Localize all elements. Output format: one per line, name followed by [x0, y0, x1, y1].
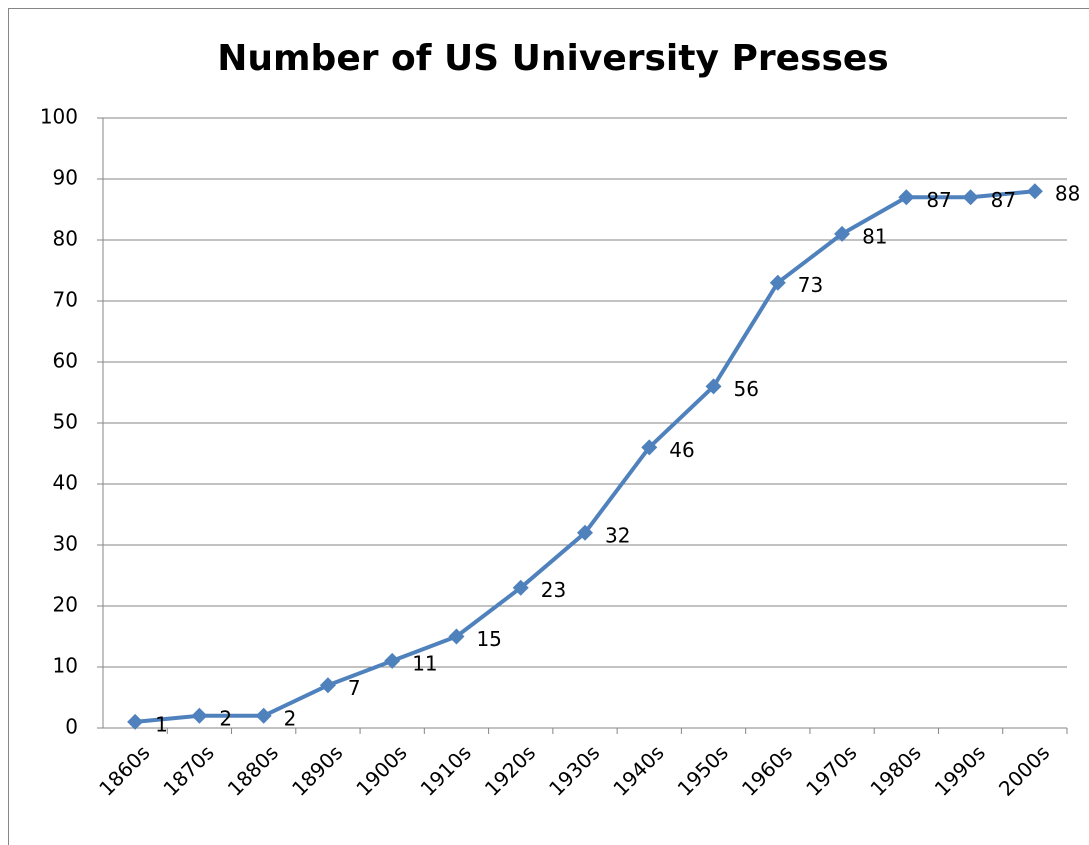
marker [127, 713, 144, 730]
marker [512, 579, 529, 596]
x-tick-label: 1950s [673, 740, 733, 800]
marker [962, 189, 979, 206]
y-tick-label: 0 [65, 715, 78, 739]
data-label: 81 [862, 224, 887, 248]
x-tick-label: 1880s [223, 740, 283, 800]
marker [769, 274, 786, 291]
marker [255, 707, 272, 724]
y-tick-label: 60 [53, 349, 78, 373]
x-tick-label: 1970s [801, 740, 861, 800]
x-tick-label: 1860s [94, 740, 154, 800]
y-tick-label: 40 [53, 471, 78, 495]
x-tick-label: 1990s [930, 740, 990, 800]
chart-title: Number of US University Presses [217, 38, 888, 79]
data-label: 2 [219, 706, 232, 730]
data-label: 73 [798, 273, 823, 297]
data-label: 7 [348, 676, 361, 700]
marker [191, 707, 208, 724]
x-tick-label: 1930s [544, 740, 604, 800]
marker [898, 189, 915, 206]
data-label: 11 [412, 651, 437, 675]
data-label: 88 [1055, 182, 1080, 206]
x-tick-label: 2000s [994, 740, 1054, 800]
y-tick-label: 50 [53, 410, 78, 434]
marker [577, 524, 593, 541]
marker [1026, 183, 1043, 200]
marker [384, 652, 401, 669]
y-tick-label: 70 [53, 288, 78, 312]
y-tick-label: 10 [53, 654, 78, 678]
marker [319, 677, 336, 694]
data-label: 23 [541, 578, 566, 602]
data-label: 56 [734, 377, 759, 401]
marker [834, 225, 851, 242]
x-tick-label: 1910s [416, 740, 476, 800]
marker [705, 378, 722, 395]
x-tick-label: 1920s [480, 740, 540, 800]
x-tick-label: 1960s [737, 740, 797, 800]
y-tick-label: 30 [53, 532, 78, 556]
x-tick-label: 1870s [158, 740, 218, 800]
line [134, 189, 1036, 724]
data-label: 46 [669, 438, 694, 462]
x-tick-label: 1980s [865, 740, 925, 800]
data-label: 1 [155, 712, 168, 736]
data-label: 87 [926, 188, 951, 212]
chart-border [8, 8, 1089, 845]
y-tick-label: 90 [53, 166, 78, 190]
y-tick-label: 80 [53, 227, 78, 251]
marker [448, 628, 465, 645]
data-label: 2 [284, 706, 297, 730]
y-tick-label: 100 [40, 105, 78, 129]
x-tick-label: 1890s [287, 740, 347, 800]
data-label: 87 [991, 188, 1016, 212]
marker [641, 439, 658, 456]
x-tick-label: 1940s [608, 740, 668, 800]
data-label: 15 [476, 627, 501, 651]
x-tick-label: 1900s [351, 740, 411, 800]
data-label: 32 [605, 523, 630, 547]
y-tick-label: 20 [53, 593, 78, 617]
